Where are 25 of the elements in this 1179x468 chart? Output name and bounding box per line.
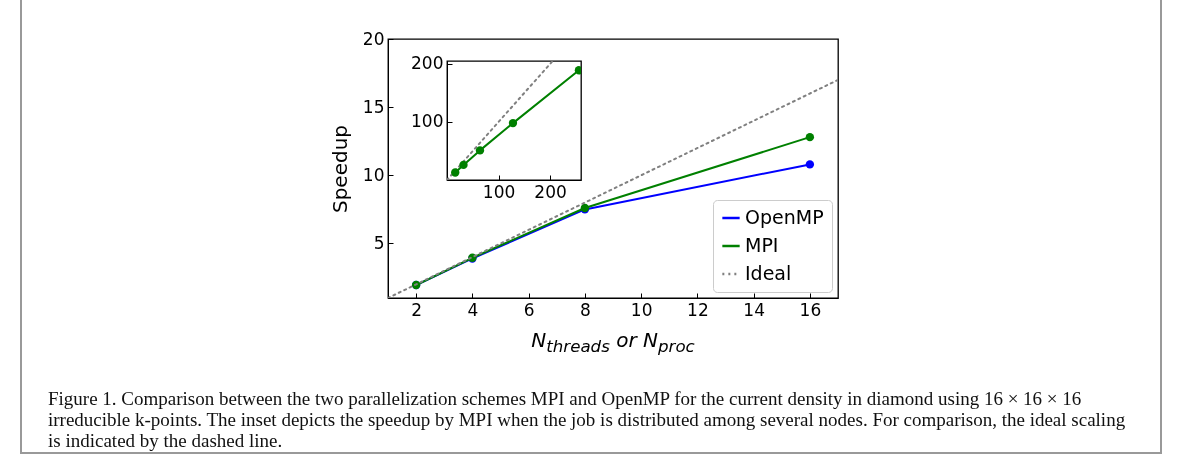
legend-label: Ideal: [745, 262, 792, 284]
point: [508, 118, 518, 128]
point: [805, 132, 815, 142]
point: [459, 160, 468, 170]
point: [805, 160, 815, 169]
x-tick-label: 16: [799, 299, 822, 320]
y-axis-title: Speedup: [327, 124, 352, 214]
point: [574, 66, 581, 75]
point: [451, 168, 460, 177]
point: [475, 146, 485, 155]
x-tick-label: 14: [743, 299, 765, 320]
x-tick-label: 6: [523, 299, 535, 320]
legend-label: OpenMP: [745, 206, 824, 228]
y-tick-label: 15: [362, 96, 385, 117]
x-tick-label: 12: [687, 299, 709, 320]
x-tick-label: 4: [467, 299, 479, 320]
x-tick-label: 10: [630, 299, 653, 320]
y-tick-label: 5: [373, 232, 385, 253]
x-tick-label: 2: [411, 299, 423, 320]
legend-label: MPI: [745, 234, 779, 256]
caption: Figure 1. Comparison between the two parallelization schemes MPI and OpenMP for the current density in diamond using 16 × 16 × 16 irreducible k-points. The inset depicts the speedup by MPI when the job is distributed among several nodes. For comparison, the ideal scaling is indicated by the dashed line.: [48, 388, 1127, 451]
y-tick-label: 10: [362, 164, 385, 185]
x-axis-title: N$_{threads}$ or N$_{proc}$: [530, 328, 696, 356]
x-tick-label: 8: [579, 299, 591, 320]
y-tick-label: 20: [362, 28, 385, 49]
